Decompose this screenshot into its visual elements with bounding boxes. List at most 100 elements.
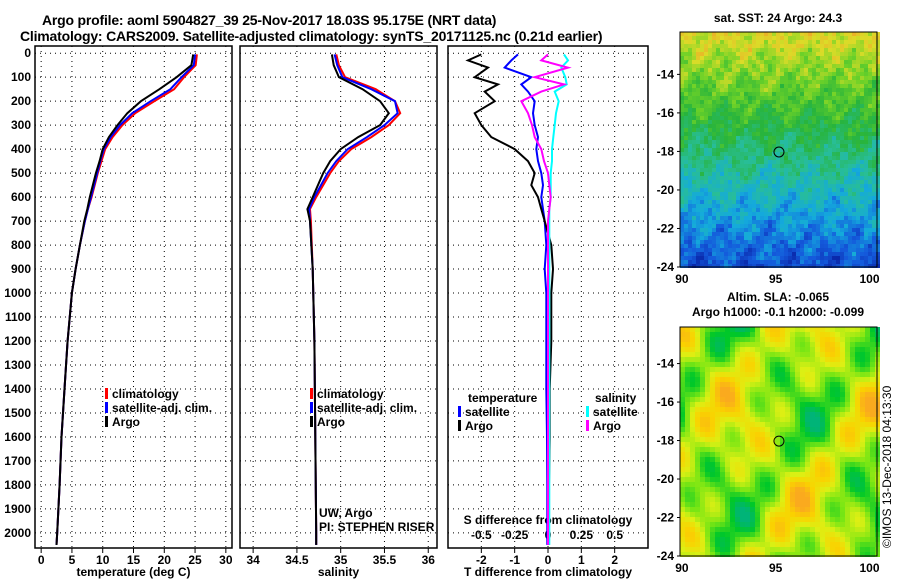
map-cell — [800, 487, 805, 492]
map-cell — [864, 112, 868, 116]
map-cell — [800, 512, 805, 517]
map-cell — [788, 248, 792, 252]
map-cell — [692, 244, 696, 248]
x-axis-label: salinity — [318, 565, 360, 579]
map-cell — [745, 522, 750, 527]
map-cell — [704, 76, 708, 80]
map-cell — [728, 232, 732, 236]
map-cell — [700, 136, 704, 140]
map-cell — [760, 402, 765, 407]
map-cell — [850, 352, 855, 357]
map-cell — [760, 140, 764, 144]
map-cell — [828, 36, 832, 40]
map-cell — [764, 264, 768, 268]
map-cell — [765, 402, 770, 407]
map-cell — [876, 108, 880, 112]
map-cell — [815, 337, 820, 342]
map-cell — [724, 56, 728, 60]
map-cell — [712, 156, 716, 160]
map-cell — [860, 192, 864, 196]
map-cell — [852, 52, 856, 56]
map-cell — [705, 527, 710, 532]
map-cell — [768, 116, 772, 120]
map-cell — [732, 108, 736, 112]
map-cell — [760, 342, 765, 347]
map-cell — [690, 487, 695, 492]
map-cell — [680, 487, 685, 492]
map-cell — [848, 184, 852, 188]
map-cell — [692, 264, 696, 268]
map-cell — [765, 517, 770, 522]
map-cell — [728, 148, 732, 152]
legend-swatch — [310, 402, 313, 413]
map-cell — [824, 136, 828, 140]
map-cell — [852, 76, 856, 80]
map-cell — [860, 527, 865, 532]
map-cell — [784, 244, 788, 248]
map-cell — [780, 412, 785, 417]
map-cell — [808, 116, 812, 120]
map-cell — [832, 244, 836, 248]
map-cell — [750, 447, 755, 452]
map-cell — [708, 124, 712, 128]
map-cell — [792, 116, 796, 120]
map-cell — [828, 168, 832, 172]
map-cell — [692, 136, 696, 140]
map-cell — [724, 72, 728, 76]
map-cell — [852, 68, 856, 72]
map-cell — [812, 84, 816, 88]
map-cell — [680, 552, 685, 557]
map-cell — [780, 48, 784, 52]
map-cell — [788, 184, 792, 188]
map-cell — [780, 417, 785, 422]
map-cell — [865, 517, 870, 522]
map-cell — [760, 542, 765, 547]
map-cell — [728, 84, 732, 88]
map-cell — [712, 80, 716, 84]
map-cell — [816, 76, 820, 80]
map-cell — [710, 392, 715, 397]
map-cell — [770, 387, 775, 392]
map-cell — [805, 452, 810, 457]
map-cell — [812, 56, 816, 60]
map-cell — [688, 48, 692, 52]
map-cell — [750, 462, 755, 467]
map-cell — [720, 32, 724, 36]
map-cell — [760, 40, 764, 44]
map-cell — [816, 160, 820, 164]
map-cell — [876, 92, 880, 96]
map-cell — [752, 172, 756, 176]
map-cell — [828, 200, 832, 204]
map-cell — [850, 492, 855, 497]
map-cell — [772, 88, 776, 92]
map-cell — [708, 212, 712, 216]
map-cell — [856, 208, 860, 212]
map-cell — [732, 112, 736, 116]
map-cell — [715, 417, 720, 422]
map-cell — [864, 120, 868, 124]
map-cell — [785, 482, 790, 487]
map-cell — [825, 362, 830, 367]
map-cell — [680, 156, 684, 160]
map-cell — [745, 362, 750, 367]
map-cell — [800, 140, 804, 144]
map-cell — [680, 377, 685, 382]
map-cell — [872, 132, 876, 136]
map-cell — [728, 200, 732, 204]
map-cell — [728, 64, 732, 68]
map-cell — [824, 248, 828, 252]
map-cell — [700, 156, 704, 160]
map-cell — [760, 56, 764, 60]
map-cell — [860, 188, 864, 192]
map-cell — [732, 152, 736, 156]
map-cell — [805, 547, 810, 552]
map-cell — [720, 80, 724, 84]
map-cell — [872, 88, 876, 92]
map-cell — [840, 224, 844, 228]
map-cell — [768, 80, 772, 84]
map-cell — [840, 547, 845, 552]
map-cell — [815, 462, 820, 467]
map-cell — [840, 168, 844, 172]
map-cell — [740, 327, 745, 332]
map-cell — [804, 196, 808, 200]
